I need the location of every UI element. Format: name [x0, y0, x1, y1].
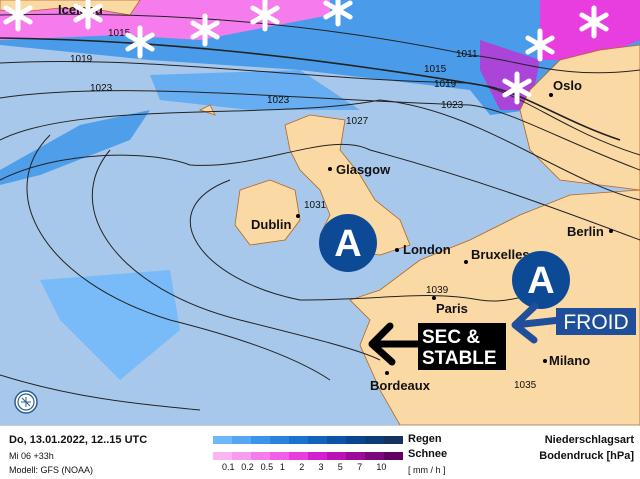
- city-label: Berlin: [567, 224, 604, 239]
- sec-label-2: STABLE: [422, 348, 497, 369]
- city-label: Paris: [436, 301, 468, 316]
- snowflake-icon: [250, 0, 280, 32]
- snow-color-swatch: [327, 452, 346, 460]
- rain-scale: [213, 436, 403, 444]
- froid-label: FROID: [563, 311, 628, 334]
- city-label: Glasgow: [336, 162, 391, 177]
- model-text: Modell: GFS (NOAA): [9, 465, 94, 475]
- rain-color-swatch: [213, 436, 232, 444]
- snow-color-swatch: [384, 452, 403, 460]
- legend: Do, 13.01.2022, 12..15 UTC Mi 06 +33h Mo…: [0, 425, 640, 479]
- snowflake-icon: [190, 13, 220, 47]
- snow-label: Schnee: [408, 448, 448, 460]
- isobar-label: 1019: [70, 54, 93, 65]
- scale-tick: 0.5: [260, 462, 274, 472]
- scale-tick: 2: [299, 462, 305, 472]
- rain-color-swatch: [327, 436, 346, 444]
- snowflake-icon: [73, 0, 103, 30]
- froid-box: [556, 308, 636, 335]
- snowflake-icon: [502, 71, 532, 105]
- weather-map: 1015 1011 1019 1019 1015 1023 1023 1023 …: [0, 0, 640, 425]
- isobar-label: 1035: [514, 380, 537, 391]
- unit-label: [ mm / h ]: [408, 465, 446, 475]
- cities: Iceland Oslo Glasgow Dublin London Berli…: [58, 2, 613, 393]
- scale-tick: 3: [318, 462, 324, 472]
- scale-tick: 1: [279, 462, 285, 472]
- high-pressure-icon: A: [319, 214, 377, 272]
- isobar-label: 1011: [456, 49, 478, 60]
- snowflakes: [3, 0, 609, 105]
- snow-color-swatch: [232, 452, 251, 460]
- scale-tick: 0.1: [222, 462, 235, 472]
- snowflake-icon: [3, 0, 33, 32]
- snow-color-swatch: [251, 452, 270, 460]
- snowflake-icon: [125, 25, 155, 59]
- rain-color-swatch: [308, 436, 327, 444]
- rain-color-swatch: [365, 436, 384, 444]
- sec-box: [418, 323, 506, 370]
- high-label: A: [334, 223, 361, 265]
- sec-arrow-icon: [368, 322, 424, 366]
- pressure-label: Bodendruck [hPa]: [539, 450, 634, 462]
- city-label: Oslo: [553, 78, 582, 93]
- isobar-label: 1027: [346, 116, 369, 127]
- scale-tick: 0.2: [241, 462, 254, 472]
- scale-tick: 7: [357, 462, 363, 472]
- snow-scale: [213, 452, 403, 460]
- snow-color-swatch: [308, 452, 327, 460]
- snowflake-icon: [525, 28, 555, 62]
- type-label: Niederschlagsart: [544, 434, 634, 446]
- snow-color-swatch: [289, 452, 308, 460]
- rain-color-swatch: [346, 436, 365, 444]
- scale-tick: 5: [337, 462, 343, 472]
- high-pressure-icon: A: [512, 251, 570, 309]
- date-text: Do, 13.01.2022, 12..15 UTC: [9, 434, 148, 446]
- isobar-label: 1023: [267, 95, 290, 106]
- snowflake-icon: [323, 0, 353, 27]
- snowflake-icon: [579, 5, 609, 39]
- city-label: Bordeaux: [370, 378, 431, 393]
- city-label: Dublin: [251, 217, 291, 232]
- isobars: [0, 13, 640, 411]
- rain-color-swatch: [270, 436, 289, 444]
- isobar-label: 1023: [441, 100, 464, 111]
- scale-tick: 10: [376, 462, 387, 472]
- rain-color-swatch: [232, 436, 251, 444]
- isobar-label: 1031: [304, 200, 327, 211]
- snow-color-swatch: [365, 452, 384, 460]
- snow-color-swatch: [270, 452, 289, 460]
- rain-color-swatch: [289, 436, 308, 444]
- isobar-label: 1015: [108, 28, 131, 39]
- snow-color-swatch: [213, 452, 232, 460]
- city-label: London: [403, 242, 451, 257]
- city-label: Milano: [549, 353, 590, 368]
- sec-label-1: SEC &: [422, 327, 480, 348]
- isobar-label: 1019: [434, 79, 457, 90]
- high-label: A: [527, 260, 554, 302]
- rain-color-swatch: [251, 436, 270, 444]
- logo-icon: [14, 390, 38, 414]
- precipitation-layer: [0, 0, 640, 380]
- snow-color-swatch: [346, 452, 365, 460]
- run-text: Mi 06 +33h: [9, 451, 54, 461]
- isobar-label: 1015: [424, 64, 447, 75]
- isobar-label: 1023: [90, 83, 113, 94]
- rain-label: Regen: [408, 433, 442, 445]
- isobar-label: 1039: [426, 285, 449, 296]
- froid-arrow-shaft: [514, 316, 561, 329]
- city-label: Bruxelles: [471, 247, 530, 262]
- rain-color-swatch: [384, 436, 403, 444]
